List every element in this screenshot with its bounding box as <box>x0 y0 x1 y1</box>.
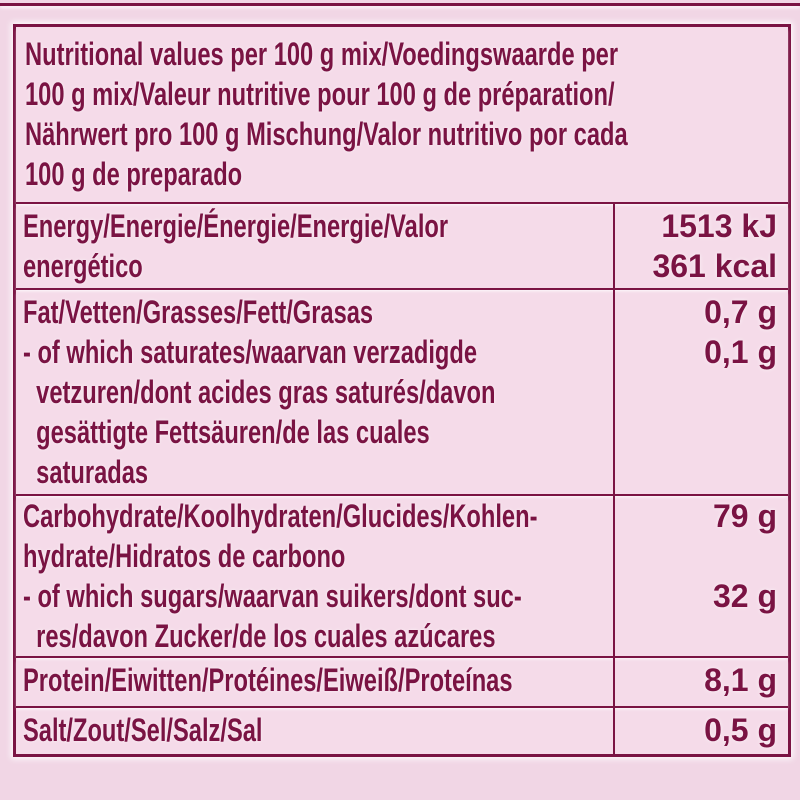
row-carbohydrate: Carbohydrate/Koolhydraten/Glucides/Kohle… <box>16 496 788 658</box>
row-energy-label: Energy/Energie/Énergie/Energie/Valor ene… <box>23 208 449 284</box>
nutrition-table-header: Nutritional values per 100 g mix/Voeding… <box>16 27 788 204</box>
row-energy-value-cell: 1513 kJ 361 kcal <box>613 204 788 288</box>
row-fat-label-cell: Fat/Vetten/Grasses/Fett/Grasas - of whic… <box>16 290 613 494</box>
top-divider-line <box>0 3 800 6</box>
row-protein-value: 8,1 g <box>704 662 777 698</box>
row-carbohydrate-label: Carbohydrate/Koolhydraten/Glucides/Kohle… <box>23 498 538 654</box>
row-protein-value-cell: 8,1 g <box>613 658 788 706</box>
row-salt-value-cell: 0,5 g <box>613 708 788 754</box>
row-energy: Energy/Energie/Énergie/Energie/Valor ene… <box>16 204 788 290</box>
row-salt-label-cell: Salt/Zout/Sel/Salz/Sal <box>16 708 613 754</box>
row-fat-value-cell: 0,7 g 0,1 g <box>613 290 788 494</box>
row-energy-label-cell: Energy/Energie/Énergie/Energie/Valor ene… <box>16 204 613 288</box>
row-fat-value: 0,7 g 0,1 g <box>704 294 777 370</box>
row-salt-value: 0,5 g <box>704 712 777 748</box>
row-salt-label: Salt/Zout/Sel/Salz/Sal <box>23 712 263 748</box>
row-carbohydrate-value: 79 g 32 g <box>712 498 777 614</box>
row-protein: Protein/Eiwitten/Protéines/Eiweiß/Proteí… <box>16 658 788 708</box>
row-fat-label: Fat/Vetten/Grasses/Fett/Grasas - of whic… <box>23 294 496 490</box>
row-carbohydrate-label-cell: Carbohydrate/Koolhydraten/Glucides/Kohle… <box>16 496 613 656</box>
row-energy-value: 1513 kJ 361 kcal <box>652 208 777 284</box>
row-protein-label: Protein/Eiwitten/Protéines/Eiweiß/Proteí… <box>23 662 513 698</box>
row-fat: Fat/Vetten/Grasses/Fett/Grasas - of whic… <box>16 290 788 496</box>
nutrition-table: Nutritional values per 100 g mix/Voeding… <box>13 24 791 757</box>
row-salt: Salt/Zout/Sel/Salz/Sal 0,5 g <box>16 708 788 754</box>
row-carbohydrate-value-cell: 79 g 32 g <box>613 496 788 656</box>
row-protein-label-cell: Protein/Eiwitten/Protéines/Eiweiß/Proteí… <box>16 658 613 706</box>
nutrition-table-header-text: Nutritional values per 100 g mix/Voeding… <box>25 36 628 192</box>
